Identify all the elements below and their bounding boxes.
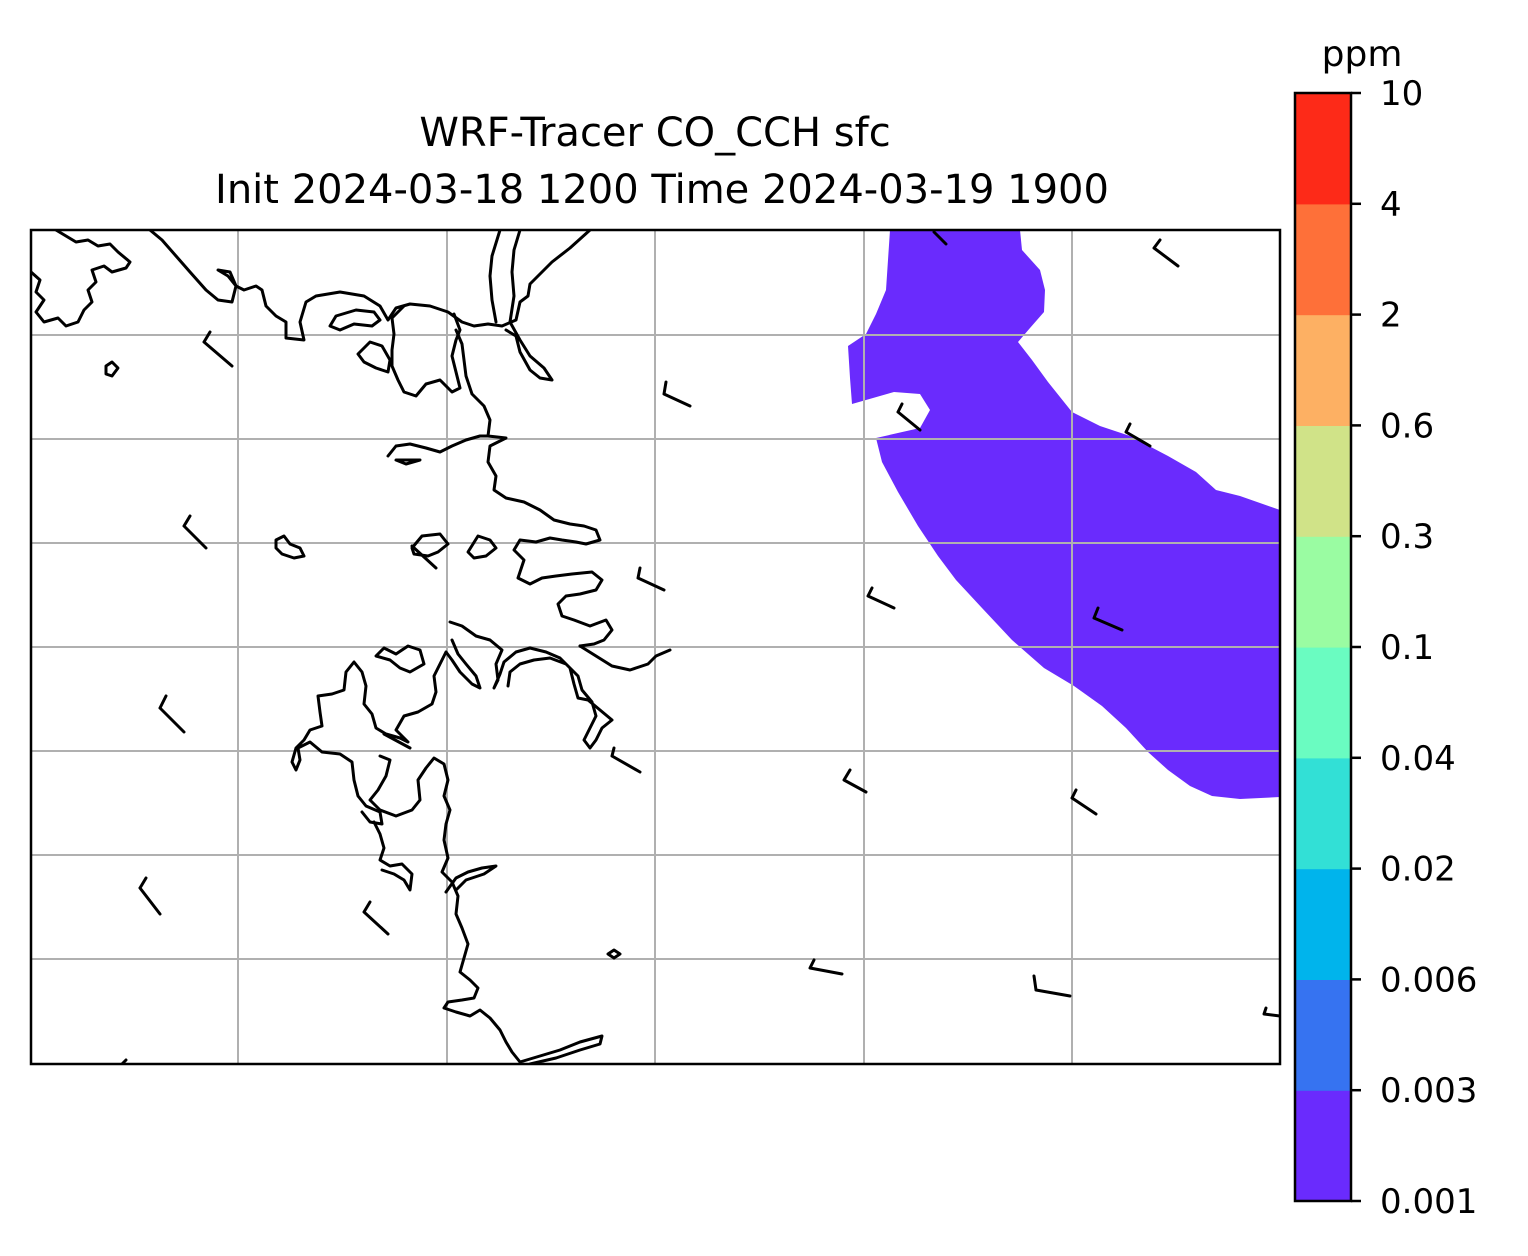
coastline-segment [148, 230, 592, 342]
wind-barb [1092, 606, 1124, 632]
coastline-segment [518, 1034, 604, 1064]
colorbar-segment [1295, 1090, 1351, 1202]
coastline-segment [386, 434, 490, 466]
coastline-segment [444, 864, 498, 894]
wind-barb [808, 958, 844, 976]
colorbar-segment [1295, 757, 1351, 870]
wind-barb [636, 566, 666, 592]
colorbar-segment [1295, 536, 1351, 648]
colorbar-tick-label: 0.003 [1380, 1071, 1477, 1111]
wind-barb [182, 514, 208, 550]
coastline-segment [488, 230, 502, 324]
coastline-segment [104, 360, 120, 378]
colorbar-segment [1295, 425, 1351, 537]
coastline-segment [372, 820, 414, 892]
colorbar-units-label: ppm [1322, 34, 1403, 75]
wind-barb [842, 768, 868, 794]
map-frame [29, 228, 1282, 1066]
wind-barb [362, 900, 390, 936]
colorbar-tick-label: 0.6 [1380, 406, 1434, 446]
coastline-segment [390, 304, 462, 398]
colorbar-tick-label: 10 [1380, 74, 1423, 114]
coastline-segment [466, 534, 498, 560]
wind-barb [1032, 974, 1072, 998]
colorbar-tick-label: 0.02 [1380, 850, 1456, 890]
wind-barb [1070, 788, 1098, 816]
wind-barb [896, 402, 922, 432]
coastline-segment [374, 644, 426, 674]
coastline-segment [454, 328, 614, 648]
colorbar-segment [1295, 647, 1351, 759]
colorbar-tick-label: 4 [1380, 185, 1402, 225]
wind-barb [610, 746, 642, 774]
colorbar-segment [1295, 868, 1351, 980]
colorbar-segment [1295, 979, 1351, 1091]
colorbar-tick-label: 0.006 [1380, 960, 1477, 1000]
wind-barb [202, 330, 234, 368]
coastline-segment [31, 230, 132, 328]
colorbar-segment [1295, 93, 1351, 205]
colorbar-tick-label: 0.001 [1380, 1182, 1477, 1222]
colorbar-segment [1295, 314, 1351, 426]
wind-barbs [120, 230, 1280, 1064]
wind-barb [158, 694, 186, 734]
coastline-segment [274, 534, 306, 560]
gridlines [31, 230, 1280, 1064]
wind-barb [866, 586, 896, 610]
title-line-1: WRF-Tracer CO_CCH sfc [419, 110, 890, 156]
colorbar-tick-label: 0.1 [1380, 628, 1434, 668]
map-panel [29, 228, 1282, 1066]
wind-barb [138, 876, 162, 916]
colorbar: 0.001 0.003 0.006 0.02 0.04 0.1 0.3 0.6 2 4 10 [1293, 74, 1477, 1222]
coastline-segment [328, 308, 382, 332]
coastline [31, 230, 672, 1064]
colorbar-tick-label: 2 [1380, 296, 1402, 336]
coastline-segment [410, 532, 450, 558]
colorbar-tick-label: 0.3 [1380, 517, 1434, 557]
coastline-segment [504, 230, 554, 382]
wind-barb [382, 732, 412, 750]
wind-barb [932, 230, 948, 246]
wind-barb [410, 544, 438, 570]
colorbar-tick-label: 0.04 [1380, 739, 1456, 779]
wind-barb [1152, 238, 1180, 268]
title-line-2: Init 2024-03-18 1200 Time 2024-03-19 190… [215, 167, 1109, 213]
coastline-segment [290, 638, 482, 826]
tracer-plume [848, 230, 1280, 799]
wind-barb [662, 380, 692, 408]
coastline-segment [448, 620, 672, 750]
colorbar-segment [1295, 203, 1351, 316]
coastline-segment [356, 340, 392, 374]
wind-barb [1124, 422, 1152, 448]
wind-barb [1262, 1006, 1280, 1018]
coastline-segment [606, 948, 622, 960]
